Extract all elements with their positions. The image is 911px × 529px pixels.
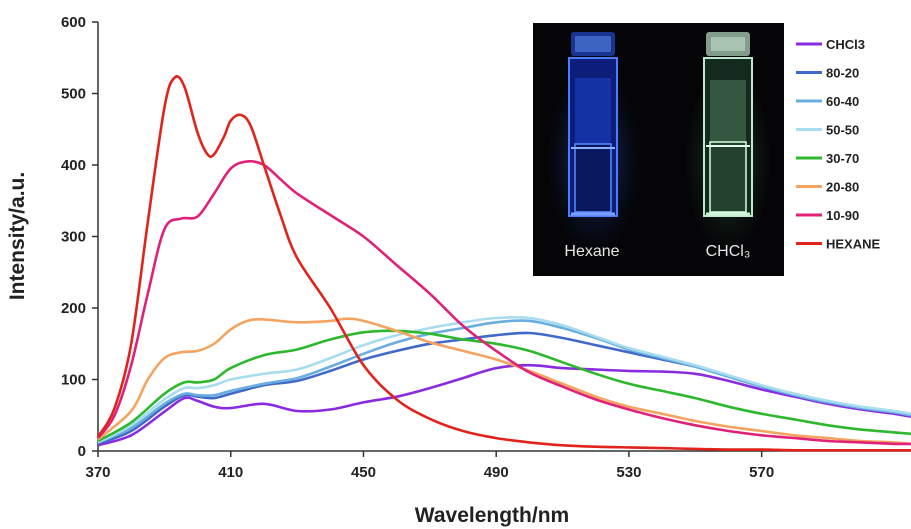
legend: CHCl3 80-20 60-40 50-50 30-70 20-80 10-90 HEXAN… [796,37,881,252]
legend-label: 30-70 [826,151,859,166]
x-tick-label: 450 [351,464,376,481]
series-line-60-40 [97,319,911,444]
x-tick-label: 370 [85,464,110,481]
y-tick-label: 100 [61,372,86,389]
series-line-chcl3 [97,363,911,447]
x-tick-label: 490 [484,464,509,481]
legend-label: CHCl3 [826,37,865,52]
y-tick-label: 300 [61,229,86,246]
inset-label-chcl3: CHCl₃ [706,243,751,260]
series-line-20-80 [97,317,911,446]
series-layer [96,75,911,452]
x-tick-label: 530 [616,464,641,481]
series-line-10-90 [96,159,911,446]
hexane-cuvette [549,32,639,250]
legend-label: 80-20 [826,66,859,81]
series-line-30-70 [97,329,911,443]
y-tick-label: 0 [78,443,86,460]
series-line-50-50 [97,315,911,444]
legend-label: HEXANE [826,237,881,252]
legend-label: 20-80 [826,180,859,195]
y-tick-label: 400 [61,157,86,174]
legend-label: 10-90 [826,208,859,223]
legend-label: 60-40 [826,94,859,109]
y-tick-label: 500 [61,86,86,103]
y-ticks: 0 100 200 300 400 500 600 [61,14,98,460]
legend-label: 50-50 [826,123,859,138]
x-ticks: 370 410 450 490 530 570 [85,451,774,481]
series-line-80-20 [97,331,911,446]
inset-photo: Hexane CHCl₃ [533,23,784,276]
y-tick-label: 600 [61,14,86,31]
x-tick-label: 410 [218,464,243,481]
y-tick-label: 200 [61,300,86,317]
y-axis-title: Intensity/a.u. [6,172,29,300]
x-tick-label: 570 [749,464,774,481]
x-axis-title: Wavelength/nm [415,504,569,527]
chcl3-cuvette [686,32,770,248]
plot-area: 0 100 200 300 400 500 600 370 410 450 490 530 570 [61,14,911,481]
series-line-hexane [96,75,911,452]
inset-label-hexane: Hexane [564,243,619,260]
